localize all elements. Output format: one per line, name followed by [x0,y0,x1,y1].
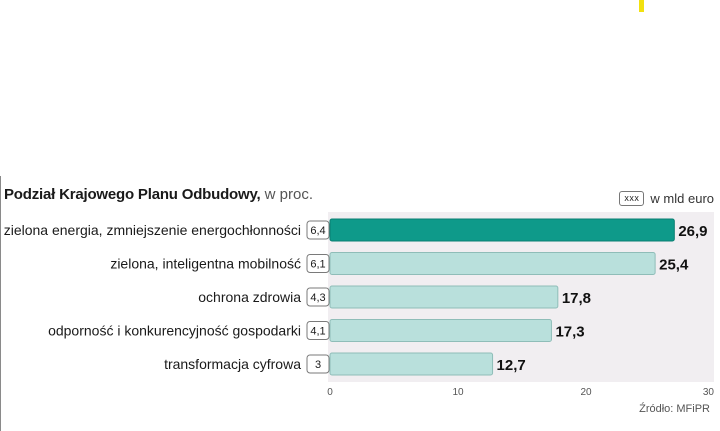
amount-box [306,354,330,374]
value-label: 17,3 [555,324,584,341]
amount-label: 4,1 [310,326,325,338]
amount-label: 4,3 [310,292,325,304]
bar [329,252,656,275]
value-label: 25,4 [659,257,689,274]
amount-label: 6,4 [310,225,325,237]
legend: xxx w mld euro [619,191,714,206]
amount-box [306,287,330,307]
chart-title: Podział Krajowego Planu Odbudowy, w proc… [4,186,313,203]
bar-highlighted [329,218,675,242]
x-tick-label: 10 [452,387,464,398]
x-tick-label: 30 [703,387,715,398]
bar [329,285,559,309]
left-divider [0,176,1,431]
amount-box [306,254,330,273]
amount-box [306,220,330,240]
category-label: odporność i konkurencyjność gospodarki [48,323,301,339]
value-label: 17,8 [562,290,591,307]
source-note: Źródło: MFiPR [639,403,710,415]
category-label: zielona, inteligentna mobilność [110,256,301,272]
amount-box [306,321,330,340]
x-tick-label: 20 [580,387,592,398]
value-label: 26,9 [678,223,707,240]
bar [329,319,552,342]
legend-sample-box: xxx [619,191,645,206]
legend-text: w mld euro [650,191,714,206]
value-label: 12,7 [497,357,526,374]
category-label: transformacja cyfrowa [164,356,301,372]
chart-title-strong: Podział Krajowego Planu Odbudowy, [4,186,261,203]
chart-title-unit: w proc. [260,186,313,203]
amount-label: 6,1 [310,259,325,271]
x-tick-label: 0 [327,387,333,398]
amount-label: 3 [315,359,321,371]
yellow-accent-mark [639,0,644,12]
category-label: zielona energia, zmniejszenie energochło… [4,222,301,238]
bar [329,352,494,376]
category-label: ochrona zdrowia [198,289,301,305]
